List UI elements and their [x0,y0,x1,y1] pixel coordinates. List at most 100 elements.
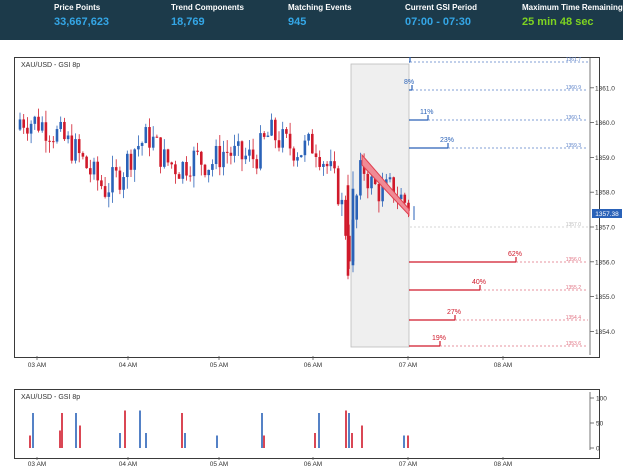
level-price: 1356.0 [566,257,582,263]
x-tick-label: 04 AM [119,362,137,369]
candle-body [329,161,333,167]
stat-label: Matching Events [288,3,352,12]
candle-body [303,140,307,156]
candle-body [355,195,358,220]
candle-body [48,140,51,142]
stat-price-points: Price Points 33,667,623 [54,3,109,28]
volume-axes: 100 50 0 03 AM 04 AM 05 AM 06 AM 07 AM 08 AM [28,392,607,467]
candle-body [270,119,273,136]
candle-body [225,151,229,153]
candle-body [211,164,214,170]
stat-label: Maximum Time Remaining [522,3,623,12]
candle-body [399,194,403,200]
candle-body [55,129,59,142]
candle-body [144,127,148,143]
level-percentage: 23% [440,137,454,144]
y-tick-label: 1357.0 [595,225,615,232]
candle-body [122,177,125,190]
candle-body [292,148,296,161]
volume-y-tick-label: 100 [596,396,607,403]
candle-body [288,133,292,149]
candle-body [285,129,288,134]
volume-y-tick-label: 50 [596,421,604,428]
volume-chart-title: XAU/USD - GSI 8p [21,394,81,401]
level-price: 1360.1 [566,115,582,121]
candle-body [85,156,88,169]
price-chart-panel: XAU/USD - GSI 8p [14,57,600,358]
y-tick-label: 1355.0 [595,294,615,301]
candle-body [177,174,181,179]
candlesticks [18,108,415,280]
candle-body [33,116,37,124]
level-percentage: 62% [508,251,522,258]
stat-label: Current GSI Period [405,3,478,12]
candle-body [140,142,144,146]
level-price: 1353.6 [566,341,582,347]
candle-body [240,141,244,160]
volume-x-tick-label: 08 AM [494,461,512,467]
candle-body [29,123,33,134]
candle-body [251,149,255,160]
stat-value: 07:00 - 07:30 [405,16,472,28]
candle-body [185,162,188,176]
candle-body [266,135,270,137]
candle-body [181,162,185,179]
candle-body [296,157,299,161]
x-tick-label: 07 AM [399,362,417,369]
stat-value: 945 [288,16,307,28]
stat-label: Price Points [54,3,101,12]
candle-body [277,140,281,148]
x-tick-label: 06 AM [304,362,322,369]
candle-body [203,164,207,176]
volume-x-tick-label: 04 AM [119,461,137,467]
candle-body [388,177,392,180]
candle-body [222,151,225,168]
candle-body [163,149,166,167]
candle-body [133,149,136,170]
candle-body [311,133,314,154]
candle-body [107,192,111,197]
candle-body [237,141,240,146]
candle-body [26,127,29,134]
candle-body [403,194,407,203]
y-tick-label: 1356.0 [595,259,615,266]
candle-body [89,168,92,175]
price-chart-title: XAU/USD - GSI 8p [21,62,81,69]
candle-body [77,139,81,154]
candle-body [81,153,85,157]
candle-body [188,175,192,177]
candle-body [111,167,114,193]
volume-x-tick-label: 07 AM [399,461,417,467]
candle-body [59,121,62,130]
candle-body [248,149,251,156]
candle-body [22,119,25,128]
candle-body [37,116,40,131]
current-price-tag [592,209,622,218]
header-bar: Price Points 33,667,623 Trend Components… [0,0,623,40]
candle-body [373,176,377,185]
candle-body [52,141,55,143]
candle-body [314,153,318,158]
candle-body [392,177,395,199]
y-tick-label: 1360.0 [595,120,615,127]
gsi-period-highlight [350,63,410,348]
price-x-axis: 03 AM 04 AM 05 AM 06 AM 07 AM 08 AM [28,356,512,369]
candle-body [155,136,159,138]
candle-body [129,153,133,170]
level-percentage: 19% [432,335,446,342]
candle-body [218,145,222,168]
stat-current-gsi-period: Current GSI Period 07:00 - 07:30 [405,3,477,28]
level-percentage: 40% [472,279,486,286]
candle-body [307,133,310,141]
level-price: 1360.9 [566,85,582,91]
level-price: 1359.3 [566,143,582,149]
y-tick-label: 1359.0 [595,155,615,162]
current-price-label: 1357.38 [595,211,619,218]
level-price: 1355.2 [566,285,582,291]
candle-body [159,137,162,167]
y-tick-label: 1358.0 [595,190,615,197]
candle-body [262,133,266,137]
stat-value: 33,667,623 [54,16,110,28]
volume-chart-panel: XAU/USD - GSI 8p [14,389,600,459]
candle-body [299,155,303,158]
